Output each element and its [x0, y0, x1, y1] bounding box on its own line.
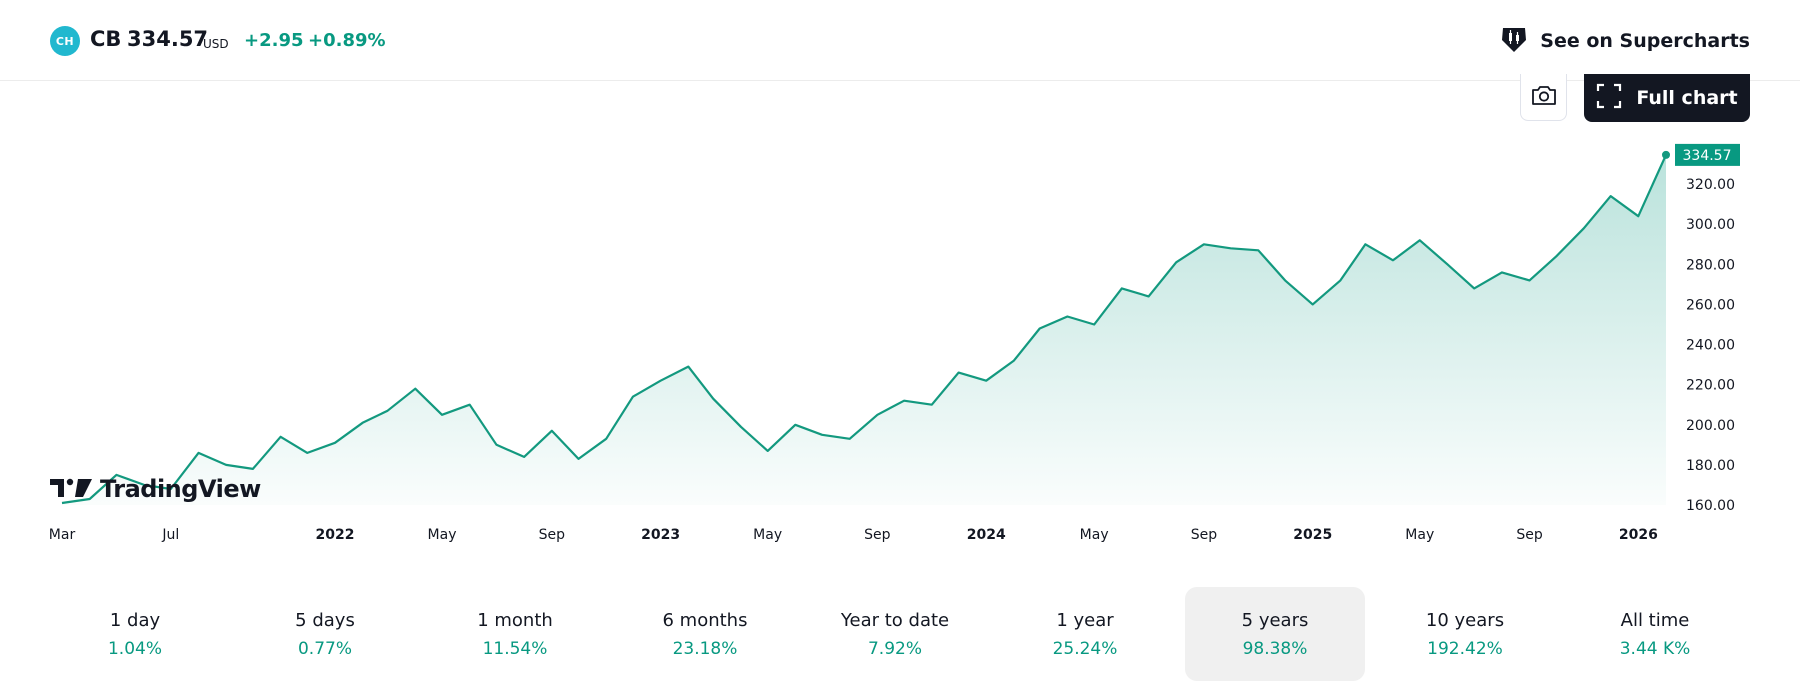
snapshot-button[interactable] [1520, 74, 1567, 121]
period-label: 6 months [662, 609, 748, 631]
period-label: 10 years [1425, 609, 1505, 631]
period-option[interactable]: All time 3.44 K% [1565, 587, 1745, 681]
period-label: 1 day [109, 609, 161, 631]
price-area-fill [62, 154, 1666, 505]
see-on-supercharts-link[interactable]: See on Supercharts [1498, 24, 1750, 58]
period-change-value: 25.24% [1052, 638, 1118, 659]
x-tick-label: May [753, 527, 782, 543]
x-tick-label: 2025 [1293, 527, 1332, 543]
period-change-value: 0.77% [297, 638, 352, 659]
last-price: 334.57 [127, 27, 209, 51]
period-change-value: 1.04% [107, 638, 162, 659]
camera-icon [1530, 83, 1558, 111]
period-option[interactable]: 1 year 25.24% [995, 587, 1175, 681]
period-label: Year to date [840, 609, 950, 631]
period-option[interactable]: 5 days 0.77% [235, 587, 415, 681]
period-change-value: 192.42% [1427, 638, 1503, 659]
x-tick-label: May [428, 527, 457, 543]
period-label: 1 month [477, 609, 553, 631]
change-percent: +0.89% [308, 30, 386, 51]
change-absolute: +2.95 [244, 30, 304, 51]
y-tick-label: 280.00 [1686, 257, 1735, 273]
x-tick-label: 2024 [967, 527, 1006, 543]
period-label: All time [1620, 609, 1690, 631]
period-change-value: 23.18% [672, 638, 738, 659]
y-tick-label: 160.00 [1686, 498, 1735, 514]
period-selector: 1 day 1.04% 5 days 0.77% 1 month 11.54% 6 mont… [45, 587, 1755, 681]
y-tick-label: 320.00 [1686, 177, 1735, 193]
period-option[interactable]: 5 years 98.38% [1185, 587, 1365, 681]
period-option[interactable]: 10 years 192.42% [1375, 587, 1555, 681]
tradingview-mark-icon [50, 475, 94, 503]
y-tick-label: 180.00 [1686, 458, 1735, 474]
x-tick-label: Sep [1191, 527, 1218, 543]
x-tick-label: Jul [161, 527, 179, 543]
period-option[interactable]: 1 day 1.04% [45, 587, 225, 681]
x-tick-label: Mar [49, 527, 76, 543]
x-tick-label: May [1405, 527, 1434, 543]
last-price-point [1662, 150, 1670, 159]
period-change-value: 98.38% [1242, 638, 1308, 659]
currency-label: USD [203, 37, 229, 51]
period-change-value: 11.54% [482, 638, 548, 659]
period-change-value: 3.44 K% [1619, 638, 1691, 659]
symbol-header: CH CB 334.57 USD +2.95 +0.89% See on Sup… [0, 0, 1800, 81]
ticker-symbol[interactable]: CB [90, 27, 122, 51]
last-price-tag-label: 334.57 [1683, 148, 1732, 164]
y-tick-label: 300.00 [1686, 217, 1735, 233]
period-change-value: 7.92% [867, 638, 922, 659]
full-chart-label: Full chart [1636, 87, 1738, 109]
period-option[interactable]: 6 months 23.18% [615, 587, 795, 681]
y-tick-label: 200.00 [1686, 418, 1735, 434]
period-option[interactable]: Year to date 7.92% [805, 587, 985, 681]
x-tick-label: Sep [864, 527, 891, 543]
period-label: 5 years [1241, 609, 1309, 631]
period-label: 1 year [1056, 609, 1114, 631]
x-tick-label: Sep [1516, 527, 1543, 543]
y-tick-label: 260.00 [1686, 297, 1735, 313]
period-option[interactable]: 1 month 11.54% [425, 587, 605, 681]
y-tick-label: 220.00 [1686, 378, 1735, 394]
supercharts-icon [1498, 23, 1530, 59]
company-logo: CH [50, 26, 80, 56]
tradingview-wordmark: TradingView [100, 475, 261, 503]
x-tick-label: 2023 [641, 527, 680, 543]
x-tick-label: 2022 [315, 527, 354, 543]
x-tick-label: Sep [539, 527, 566, 543]
price-line [61, 154, 1668, 505]
period-label: 5 days [295, 609, 355, 631]
tradingview-logo[interactable]: TradingView [50, 475, 261, 503]
fullscreen-icon [1596, 83, 1622, 113]
x-tick-label: May [1080, 527, 1109, 543]
last-price-tag [1675, 143, 1740, 166]
full-chart-button[interactable]: Full chart [1584, 74, 1750, 122]
x-tick-label: 2026 [1619, 527, 1658, 543]
supercharts-label: See on Supercharts [1540, 30, 1750, 52]
y-tick-label: 240.00 [1686, 338, 1735, 354]
